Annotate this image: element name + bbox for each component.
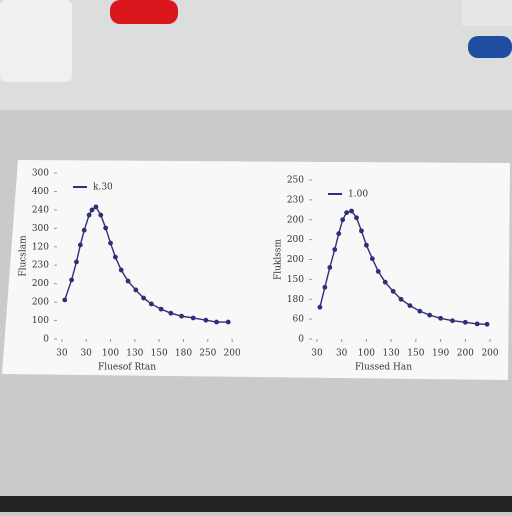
y-tick-label: 400 [32, 187, 49, 197]
y-tick-label: 300 [32, 224, 49, 234]
data-point [398, 296, 404, 302]
y-tick-label: 100 [32, 316, 49, 326]
y-tick-label: 0 [43, 335, 49, 345]
box [462, 0, 512, 26]
x-tick-label: 30 [80, 349, 92, 359]
data-point [125, 278, 131, 284]
data-point [340, 217, 346, 223]
y-axis-title: Fluklssm [274, 239, 284, 280]
data-point [86, 212, 92, 218]
y-tick-label: 200 [287, 215, 304, 225]
y-tick-label: 120 [32, 242, 49, 252]
y-tick-label: 0 [298, 335, 304, 345]
x-tick-label: 30 [56, 349, 68, 359]
data-point [103, 225, 109, 231]
x-tick-label: 180 [175, 349, 192, 359]
x-tick-label: 150 [151, 349, 168, 359]
data-point [427, 312, 433, 318]
data-point [112, 254, 118, 260]
data-point [179, 313, 184, 319]
x-tick-label: 100 [102, 349, 119, 359]
data-point [133, 287, 139, 293]
y-tick-label: 60 [293, 315, 305, 325]
data-point [214, 319, 219, 325]
data-point [81, 227, 87, 233]
data-point [382, 279, 388, 285]
x-tick-label: 30 [336, 349, 348, 359]
data-point [438, 315, 443, 321]
data-point [349, 208, 354, 214]
data-point [359, 228, 364, 234]
x-tick-label: 130 [126, 349, 143, 359]
data-point [364, 242, 369, 248]
edge [0, 496, 512, 512]
x-tick-label: 150 [407, 349, 424, 359]
data-point [148, 301, 154, 307]
data-point [158, 306, 164, 312]
data-point [203, 317, 209, 323]
data-point [474, 321, 480, 327]
data-point [344, 210, 350, 215]
data-point [141, 295, 146, 301]
data-point [332, 247, 338, 252]
data-point [69, 277, 74, 283]
data-point [168, 310, 174, 316]
x-axis-title: Flussed Han [355, 363, 412, 373]
x-axis-title: Fluesof Rtan [98, 363, 156, 373]
data-point [77, 242, 83, 248]
data-point [93, 204, 99, 210]
y-tick-label: 150 [287, 275, 304, 285]
data-point [317, 304, 323, 310]
data-point [89, 207, 95, 213]
data-point [322, 284, 328, 290]
data-point [336, 231, 342, 237]
data-point [407, 303, 413, 309]
desk-back [0, 0, 512, 110]
x-tick-label: 200 [481, 349, 498, 359]
data-point [390, 288, 396, 294]
paper [2, 160, 510, 380]
data-point [327, 265, 333, 270]
y-tick-label: 300 [32, 169, 49, 179]
data-point [450, 318, 455, 324]
data-point [74, 259, 79, 265]
data-point [462, 319, 468, 325]
data-point [369, 256, 375, 262]
x-tick-label: 130 [383, 349, 400, 359]
y-tick-label: 200 [287, 235, 304, 245]
legend-label: 1.00 [348, 190, 368, 200]
data-point [118, 267, 124, 273]
data-point [108, 240, 113, 246]
y-tick-label: 240 [32, 205, 49, 215]
x-tick-label: 100 [358, 349, 375, 359]
legend-label: k.30 [93, 183, 113, 193]
data-point [225, 319, 231, 325]
y-tick-label: 250 [287, 176, 304, 186]
data-point [417, 308, 423, 314]
data-point [484, 321, 490, 327]
y-tick-label: 230 [32, 261, 49, 271]
y-tick-label: 180 [287, 295, 304, 305]
x-tick-label: 190 [432, 349, 449, 359]
data-point [190, 315, 196, 321]
x-tick-label: 200 [457, 349, 474, 359]
cap [110, 0, 178, 24]
data-point [375, 269, 381, 274]
clip [468, 36, 512, 58]
x-tick-label: 200 [224, 349, 241, 359]
y-tick-label: 200 [32, 279, 49, 289]
x-tick-label: 250 [199, 349, 216, 359]
y-tick-label: 200 [287, 255, 304, 265]
y-axis-title: Flucslam [19, 235, 29, 277]
y-tick-label: 200 [32, 298, 49, 308]
x-tick-label: 30 [311, 349, 323, 359]
device [0, 0, 72, 82]
data-point [98, 212, 104, 218]
data-point [354, 215, 359, 221]
y-tick-label: 230 [287, 195, 304, 205]
data-point [62, 297, 68, 303]
